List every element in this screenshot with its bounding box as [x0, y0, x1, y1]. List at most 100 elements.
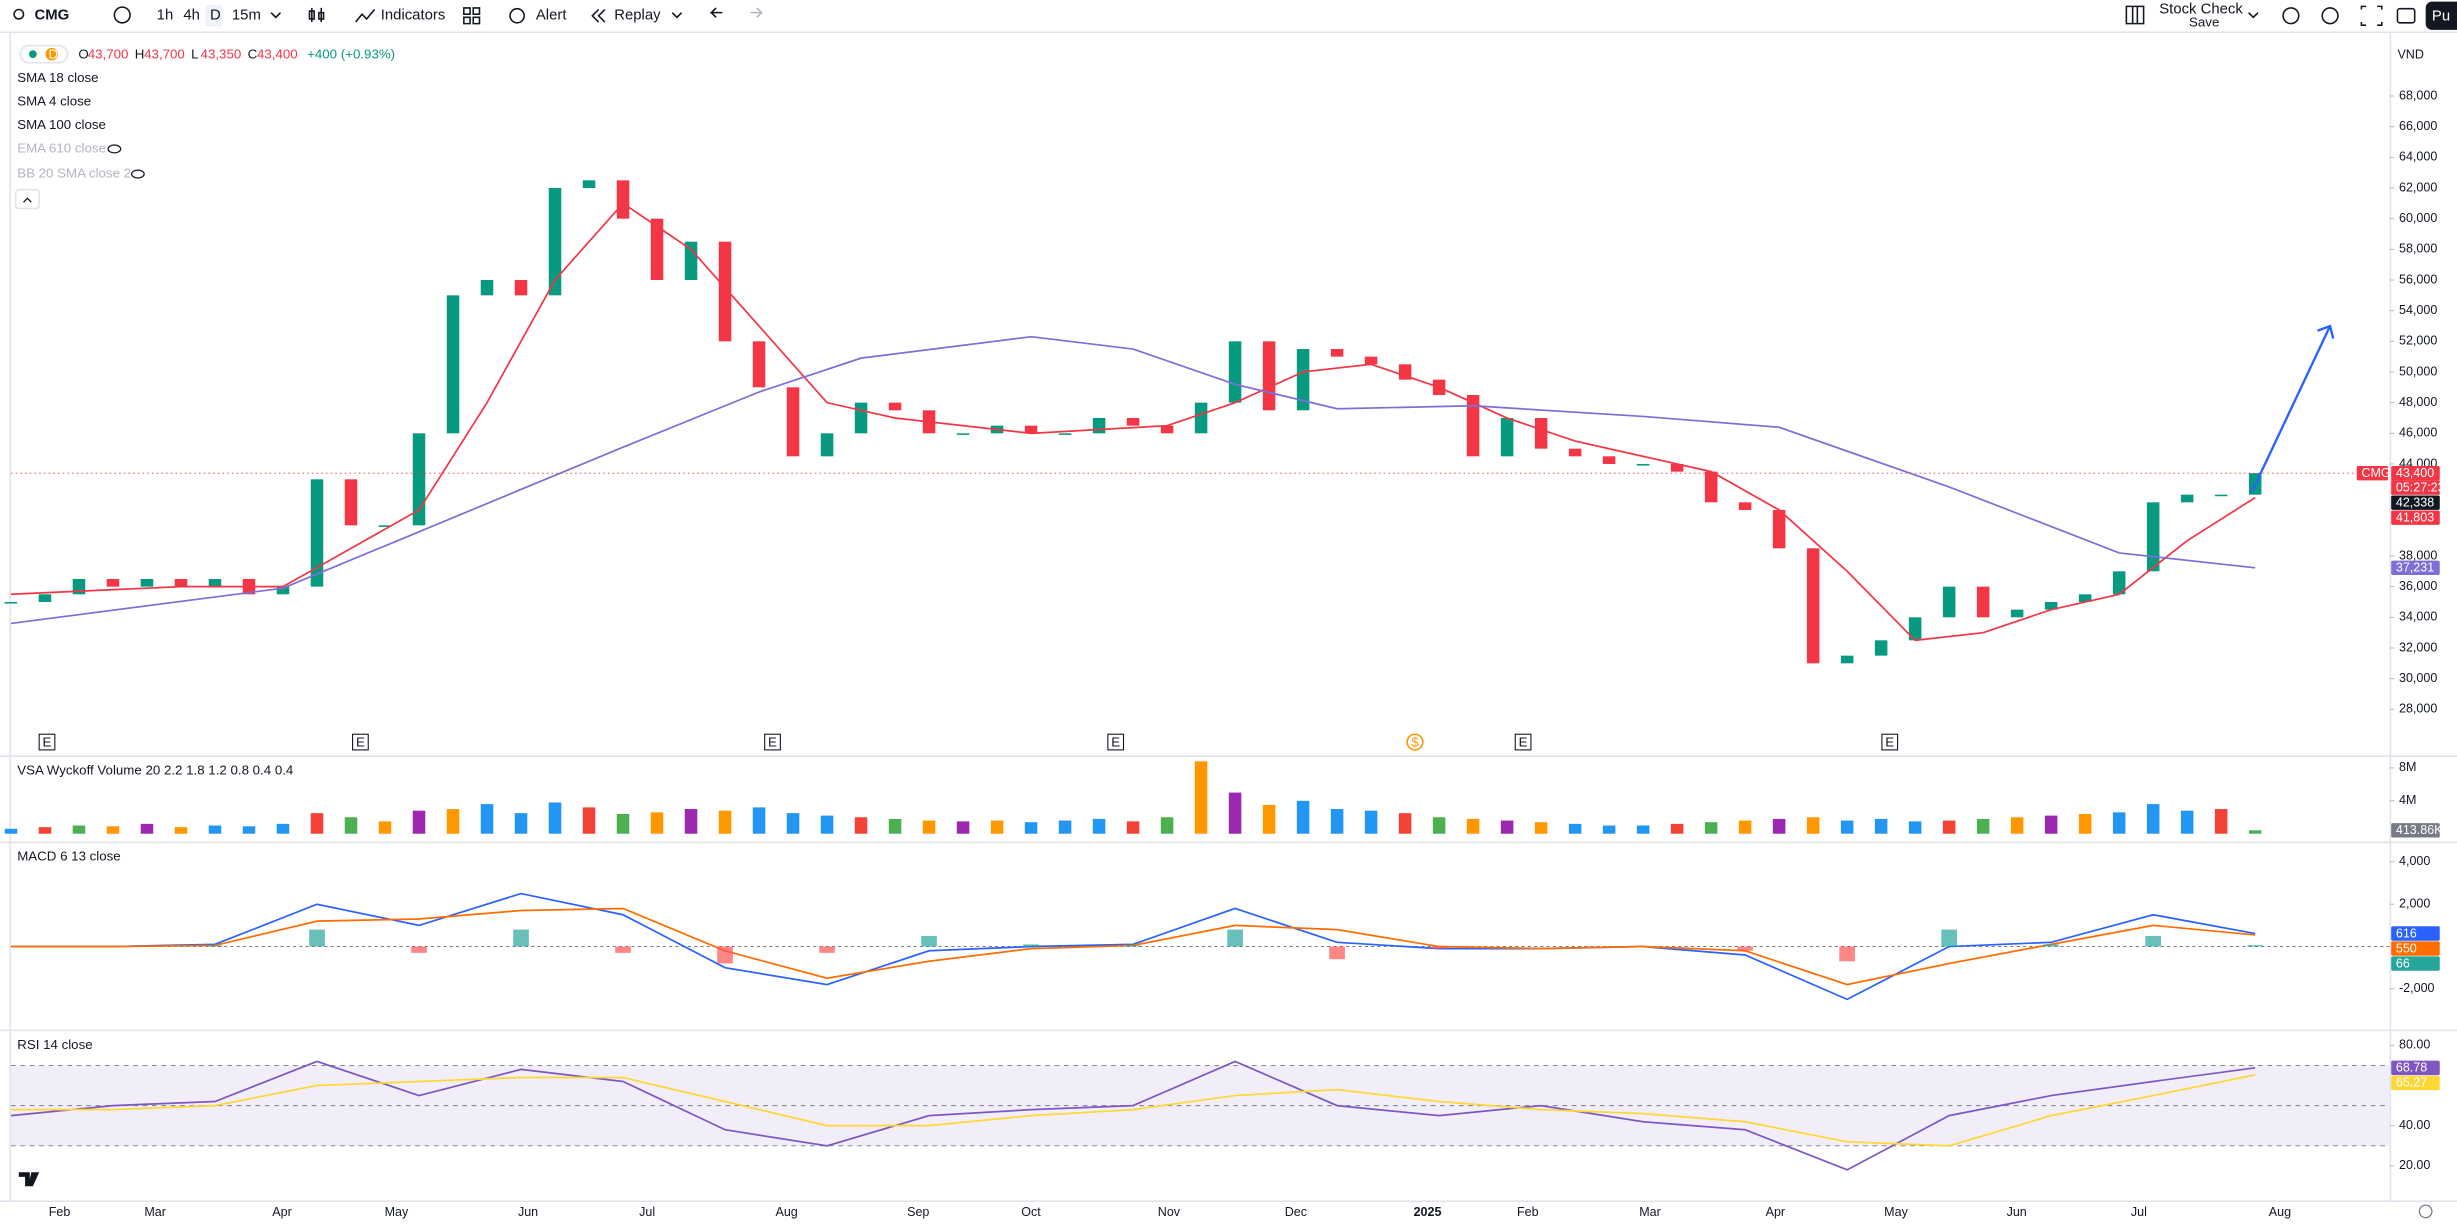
- y-tick-label: -2,000: [2399, 981, 2435, 995]
- snapshot[interactable]: [2396, 7, 2416, 24]
- search-icon[interactable]: [13, 8, 25, 20]
- fullscreen[interactable]: [2360, 5, 2383, 26]
- candle: [2010, 609, 2024, 618]
- undo[interactable]: [709, 7, 723, 18]
- candle: [1500, 417, 1514, 457]
- status-pill: [19, 44, 69, 64]
- histogram-bar: [1737, 946, 1753, 951]
- legend-entry[interactable]: SMA 100 close: [17, 117, 106, 132]
- publish-button[interactable]: Pu: [2432, 8, 2450, 24]
- candle: [480, 279, 494, 296]
- replay-menu[interactable]: [671, 12, 683, 19]
- candle: [1126, 417, 1140, 426]
- hidden-icon[interactable]: [107, 144, 122, 154]
- candle: [548, 188, 562, 296]
- axis-settings[interactable]: [2418, 1204, 2433, 1219]
- alert-button[interactable]: Alert: [536, 8, 567, 24]
- x-tick-label: May: [385, 1205, 409, 1219]
- candle: [1568, 448, 1582, 457]
- legend-entry[interactable]: EMA 610 close: [17, 140, 106, 155]
- indicator-legend: SMA 18 close SMA 4 close SMA 100 close E…: [14, 70, 145, 210]
- quick-search[interactable]: [2282, 7, 2300, 25]
- indicators-icon[interactable]: [355, 9, 376, 23]
- x-tick-label: May: [1884, 1205, 1908, 1219]
- indicators-button[interactable]: Indicators: [381, 8, 446, 24]
- volume-bar: [956, 821, 970, 834]
- templates[interactable]: [463, 7, 481, 25]
- volume-bar: [1160, 817, 1174, 834]
- y-tick-label: 36,000: [2399, 579, 2437, 593]
- axis-badge-label: 37,231: [2396, 561, 2434, 575]
- alert-icon[interactable]: [509, 7, 525, 24]
- axis-badge: [2391, 560, 2440, 575]
- candle: [514, 279, 528, 296]
- candle: [888, 402, 902, 411]
- volume-bar: [174, 827, 188, 834]
- candle: [1976, 586, 1990, 618]
- publish-button-bg[interactable]: [2425, 1, 2457, 30]
- candle: [1092, 417, 1106, 434]
- x-tick-label: Apr: [1766, 1205, 1785, 1219]
- x-tick-label: Mar: [144, 1205, 166, 1219]
- layout-status: Save: [2189, 14, 2219, 29]
- volume-bar: [2044, 815, 2058, 834]
- volume-bar: [786, 813, 800, 834]
- y-tick-label: 28,000: [2399, 702, 2437, 716]
- layout-menu[interactable]: [2248, 12, 2259, 19]
- symbol[interactable]: CMG: [34, 8, 69, 24]
- candle: [1364, 356, 1378, 365]
- replay-button[interactable]: Replay: [614, 8, 661, 24]
- ohlc-value: 43,350: [201, 46, 242, 61]
- y-tick-label: 8M: [2399, 760, 2416, 774]
- volume-bar: [1840, 820, 1854, 834]
- axis-badge: [2391, 941, 2440, 956]
- histogram-bar: [309, 929, 325, 947]
- candle: [684, 241, 698, 280]
- candle: [2078, 594, 2092, 602]
- x-tick-label: 2025: [1414, 1205, 1442, 1219]
- candle: [1874, 640, 1888, 656]
- indicator-line: [10, 202, 2256, 642]
- interval[interactable]: 1h: [157, 8, 174, 24]
- x-tick-label: Nov: [1158, 1205, 1181, 1219]
- candle: [140, 578, 154, 587]
- volume-bar: [1228, 792, 1242, 834]
- candle: [1058, 433, 1072, 435]
- histogram-bar: [2145, 935, 2162, 947]
- volume-bar: [38, 827, 52, 834]
- layout-name[interactable]: Stock Check: [2159, 1, 2243, 17]
- legend-entry[interactable]: SMA 4 close: [17, 93, 91, 108]
- legend-entry[interactable]: BB 20 SMA close 2: [17, 166, 131, 181]
- y-tick-label: 4,000: [2399, 854, 2430, 868]
- volume-bar: [582, 807, 596, 834]
- interval[interactable]: 4h: [183, 8, 200, 24]
- settings[interactable]: [2321, 7, 2339, 25]
- layout-icon[interactable]: [2125, 5, 2145, 25]
- candle: [310, 479, 324, 587]
- interval[interactable]: D: [210, 8, 221, 24]
- chart-type[interactable]: [308, 7, 325, 23]
- redo[interactable]: [750, 7, 764, 18]
- drawn-arrow[interactable]: [2250, 324, 2335, 493]
- volume-bar: [1670, 823, 1684, 834]
- replay-icon[interactable]: [591, 8, 606, 23]
- volume-bar: [1908, 821, 1922, 834]
- volume-bar: [1772, 818, 1786, 834]
- interval[interactable]: 15m: [232, 8, 261, 24]
- change: +400 (+0.93%): [307, 46, 395, 61]
- axis-badge: [2391, 1060, 2440, 1076]
- x-tick-label: Dec: [1285, 1205, 1307, 1219]
- market-status: [28, 50, 37, 59]
- axis-badge-label: 41,803: [2396, 510, 2434, 524]
- volume-bar: [344, 817, 358, 834]
- interval-menu[interactable]: [270, 12, 282, 19]
- candle: [1942, 586, 1956, 618]
- axis-badge: [2391, 495, 2440, 510]
- ohlc-key: O: [78, 46, 88, 61]
- add-symbol[interactable]: [113, 6, 131, 24]
- legend-entry[interactable]: SMA 18 close: [17, 70, 98, 85]
- hidden-icon[interactable]: [130, 169, 145, 179]
- candle: [1262, 341, 1276, 411]
- x-tick-label: Apr: [272, 1205, 291, 1219]
